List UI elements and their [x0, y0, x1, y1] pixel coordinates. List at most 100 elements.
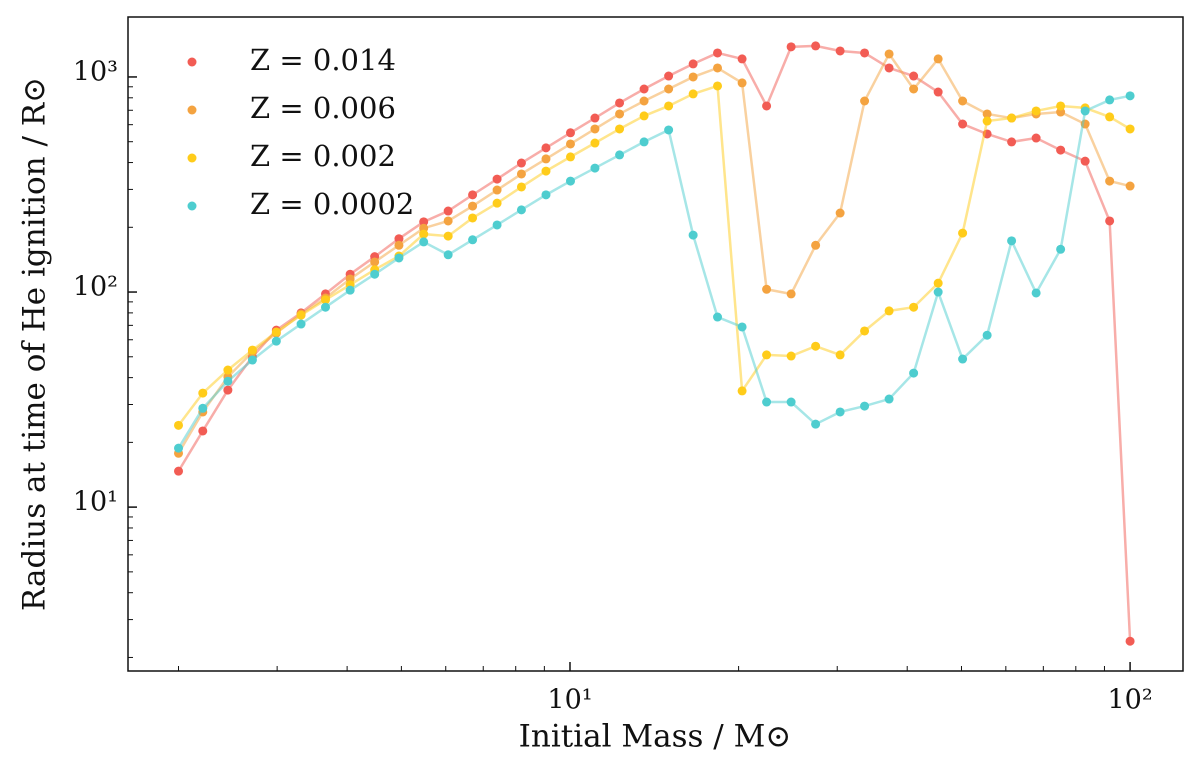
data-point — [1125, 124, 1135, 134]
data-point — [909, 84, 919, 94]
series-line — [177, 44, 1132, 642]
data-point — [296, 319, 306, 329]
data-point — [664, 101, 674, 111]
data-point — [541, 143, 551, 153]
data-point — [786, 397, 796, 407]
data-point — [786, 289, 796, 299]
data-point — [541, 190, 551, 200]
data-point — [909, 368, 919, 378]
data-point — [688, 59, 698, 69]
data-point — [615, 124, 625, 134]
data-point — [762, 284, 772, 294]
data-point — [884, 394, 894, 404]
data-point — [933, 54, 943, 64]
data-point — [958, 354, 968, 364]
y-tick-label: 10² — [73, 272, 118, 303]
data-point — [419, 217, 429, 227]
data-point — [639, 111, 649, 121]
legend-marker — [187, 57, 197, 67]
data-point — [271, 336, 281, 346]
y-tick-label: 10³ — [73, 56, 118, 87]
legend-label: Z = 0.002 — [250, 139, 396, 173]
data-point — [762, 350, 772, 360]
data-point — [762, 397, 772, 407]
data-point — [786, 42, 796, 52]
data-point — [737, 386, 747, 396]
data-point — [1105, 95, 1115, 105]
data-point — [1125, 181, 1135, 191]
data-point — [174, 443, 184, 453]
data-point — [811, 341, 821, 351]
data-point — [933, 287, 943, 297]
data-point — [443, 216, 453, 226]
data-point — [639, 84, 649, 94]
data-point — [541, 166, 551, 176]
data-point — [443, 206, 453, 216]
data-point — [835, 350, 845, 360]
data-point — [835, 208, 845, 218]
data-point — [811, 41, 821, 51]
data-point — [370, 269, 380, 279]
data-point — [443, 250, 453, 260]
data-point — [909, 71, 919, 81]
data-point — [982, 330, 992, 340]
data-point — [1056, 244, 1066, 254]
data-point — [223, 365, 233, 375]
data-point — [516, 182, 526, 192]
data-point — [811, 240, 821, 250]
data-point — [909, 302, 919, 312]
data-point — [1105, 216, 1115, 226]
data-point — [737, 78, 747, 88]
series-line — [177, 51, 1131, 454]
data-point — [492, 174, 502, 184]
data-point — [860, 326, 870, 336]
data-point — [884, 63, 894, 73]
data-point — [394, 253, 404, 263]
data-point — [933, 278, 943, 288]
data-point — [1125, 636, 1135, 646]
data-point — [321, 295, 331, 305]
data-point — [590, 138, 600, 148]
data-point — [590, 163, 600, 173]
data-point — [639, 137, 649, 147]
data-point — [590, 124, 600, 134]
data-point — [1031, 288, 1041, 298]
data-point — [835, 407, 845, 417]
data-point — [1031, 133, 1041, 143]
data-point — [565, 139, 575, 149]
data-point — [516, 205, 526, 215]
legend-marker — [187, 201, 197, 211]
data-point — [174, 466, 184, 476]
data-point — [247, 345, 257, 355]
data-point — [541, 154, 551, 164]
data-point — [468, 213, 478, 223]
data-point — [296, 310, 306, 320]
x-axis-label: Initial Mass / M⊙ — [519, 719, 792, 755]
data-point — [394, 240, 404, 250]
data-point — [958, 228, 968, 238]
data-point — [688, 89, 698, 99]
legend-label: Z = 0.014 — [250, 43, 396, 77]
data-point — [1080, 106, 1090, 116]
legend-label: Z = 0.006 — [250, 91, 396, 125]
data-point — [565, 176, 575, 186]
data-point — [492, 198, 502, 208]
data-point — [516, 158, 526, 168]
data-point — [933, 87, 943, 97]
data-point — [198, 426, 208, 436]
data-point — [394, 234, 404, 244]
legend-marker — [187, 153, 197, 163]
series-line — [177, 94, 1131, 449]
data-point — [713, 48, 723, 58]
data-point — [223, 376, 233, 386]
legend-marker — [187, 105, 197, 115]
data-point — [468, 201, 478, 211]
data-point — [958, 96, 968, 106]
data-point — [860, 401, 870, 411]
data-point — [516, 169, 526, 179]
series-line — [177, 84, 1131, 427]
data-point — [688, 72, 698, 82]
data-point — [271, 327, 281, 337]
data-point — [1125, 91, 1135, 101]
